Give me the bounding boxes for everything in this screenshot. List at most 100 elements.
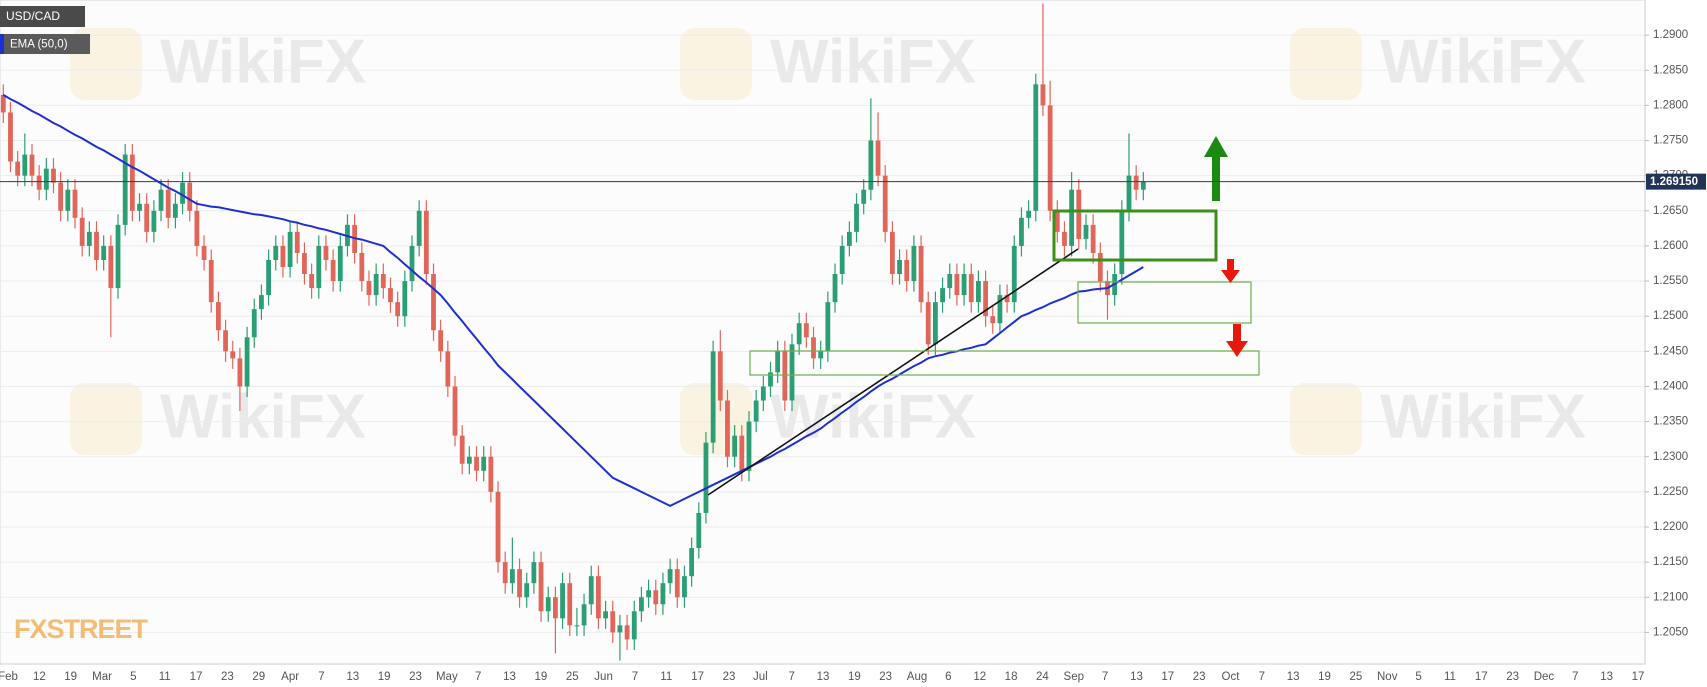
candle-body [1069,189,1075,246]
candle-body [667,569,673,584]
candle-body [653,590,659,605]
candle-body [445,351,451,387]
candle-body [854,203,859,232]
watermarks: WikiFX WikiFX WikiFX WikiFX WikiFX WikiF… [70,27,1586,455]
x-tick-label: 7 [318,671,324,683]
watermark: WikiFX [770,27,976,96]
candle-body [538,562,544,612]
watermark: WikiFX [770,382,976,451]
candle-body [108,245,114,289]
x-tick-label: 13 [346,671,359,683]
y-tick-label: 1.2650 [1653,205,1688,217]
candle-body [251,309,257,338]
candle-body [294,231,300,253]
candle-body [337,245,343,282]
candle-body [961,274,967,296]
candle-body [1119,210,1125,275]
candle-body [8,112,13,162]
candle-body [122,154,128,225]
candle-body [725,400,730,457]
candle-body [710,351,716,443]
candle-body [954,274,960,296]
candle-body [36,175,42,190]
x-tick-label: 23 [1193,671,1206,683]
candle-body [1126,175,1132,211]
candle-body [1097,252,1103,282]
candle-body [875,140,881,176]
last-price-box [1646,173,1706,190]
x-tick-label: 17 [1475,671,1488,683]
y-tick-label: 1.2450 [1653,345,1688,357]
candle-body [760,386,766,401]
candle-body [531,562,537,584]
candle-body [925,302,931,345]
candle-body [825,302,831,352]
x-tick-label: 5 [130,671,136,683]
grid [0,34,1645,633]
y-tick-label: 1.2800 [1653,99,1688,111]
candle-body [947,274,953,289]
source-logo: FXSTREET [14,614,149,644]
x-tick-label: Jun [594,671,613,683]
candle-body [488,456,494,492]
candle-body [624,625,630,640]
candle-body [674,569,680,598]
candle-body [660,583,666,605]
candle-body [703,442,709,513]
watermark-icon [1290,28,1362,100]
candle-body [940,288,945,303]
candle-body [495,491,501,563]
candle-body [280,245,286,268]
candle-body [868,140,874,190]
candle-body [782,351,788,401]
y-tick-label: 1.2100 [1653,591,1688,603]
candle-body [43,168,49,190]
legend-swatch [0,34,4,54]
x-tick-label: 29 [252,671,265,683]
x-tick-label: 11 [660,671,672,683]
candle-body [287,231,293,268]
candle-body [244,337,250,387]
watermark-icon [1290,383,1362,455]
candle-body [144,203,150,232]
candle-body [323,245,329,260]
x-tick-label: 18 [1005,671,1018,683]
x-tick-label: Oct [1222,671,1241,683]
candle-body [172,203,178,218]
x-tick-label: 13 [817,671,830,683]
x-tick-label: 23 [409,671,422,683]
candle-body [983,281,988,317]
x-tick-label: 19 [534,671,547,683]
candles [0,3,1146,661]
candle-body [753,400,759,422]
candle-body [1090,224,1096,253]
x-tick-label: 5 [1415,671,1421,683]
candle-body [897,259,902,275]
up-arrow [1204,136,1228,201]
candle-body [187,182,193,211]
candle-body [1062,231,1067,246]
y-tick-label: 1.2250 [1653,486,1688,498]
candle-body [1011,245,1017,303]
candle-body [574,625,580,627]
candle-body [696,512,702,549]
x-tick-label: 19 [378,671,391,683]
y-tick-label: 1.2400 [1653,380,1688,392]
resistance-zone [1052,209,1218,262]
candle-body [968,274,974,303]
candle-body [65,189,71,211]
candle-body [1140,181,1146,190]
candle-body [689,548,695,577]
candle-body [208,259,214,303]
candle-body [129,154,135,211]
x-tick-label: 19 [848,671,861,683]
watermark: WikiFX [1380,382,1586,451]
x-tick-label: 7 [475,671,481,683]
candle-body [86,231,92,246]
x-tick-label: Dec [1534,671,1555,683]
candle-body [266,259,271,296]
candle-body [380,274,386,289]
watermark: WikiFX [160,382,366,451]
x-tick-label: Jul [753,671,768,683]
